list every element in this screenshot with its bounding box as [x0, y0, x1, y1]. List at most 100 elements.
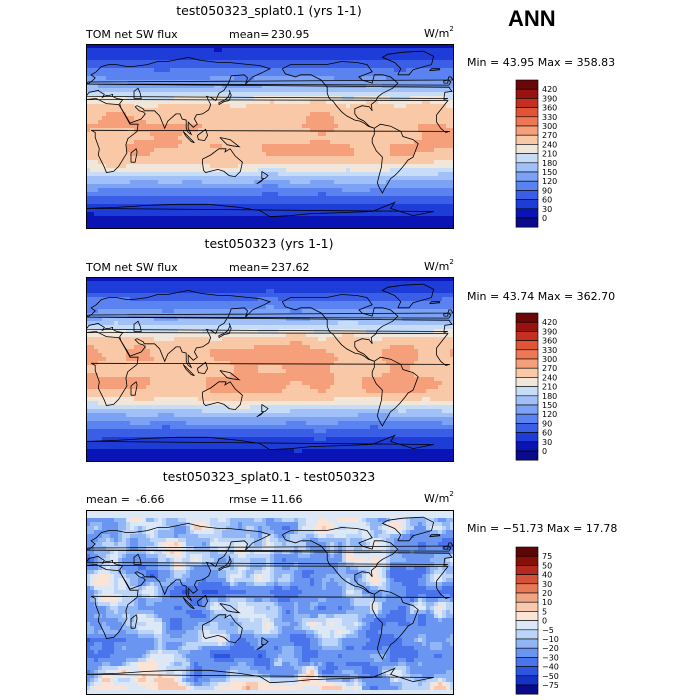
- field-cell: [314, 168, 319, 173]
- field-cell: [422, 176, 427, 181]
- field-cell: [346, 88, 351, 93]
- field-cell: [294, 88, 299, 93]
- field-cell: [282, 148, 287, 153]
- field-cell: [278, 80, 283, 85]
- field-cell: [230, 120, 235, 125]
- field-cell: [114, 60, 119, 65]
- field-cell: [450, 136, 454, 141]
- field-cell: [302, 48, 307, 53]
- field-cell: [286, 301, 291, 306]
- field-cell: [162, 108, 167, 113]
- field-cell: [198, 68, 203, 73]
- field-cell: [190, 281, 195, 286]
- field-cell: [266, 128, 271, 133]
- field-cell: [94, 192, 99, 197]
- field-cell: [438, 204, 443, 209]
- field-cell: [198, 104, 203, 109]
- field-cell: [158, 92, 163, 97]
- field-cell: [318, 124, 323, 129]
- field-cell: [434, 136, 439, 141]
- field-cell: [310, 196, 315, 201]
- field-cell: [122, 108, 127, 113]
- field-cell: [242, 220, 247, 225]
- field-cell: [154, 144, 159, 149]
- field-cell: [118, 64, 123, 69]
- field-cell: [130, 100, 135, 105]
- field-cell: [238, 144, 243, 149]
- field-cell: [282, 224, 287, 229]
- field-cell: [194, 204, 199, 209]
- field-cell: [366, 160, 371, 165]
- field-cell: [154, 156, 159, 161]
- field-cell: [182, 277, 187, 282]
- field-cell: [178, 100, 183, 105]
- field-cell: [186, 140, 191, 145]
- field-cell: [250, 108, 255, 113]
- field-cell: [150, 285, 155, 290]
- field-cell: [422, 116, 427, 121]
- field-cell: [190, 204, 195, 209]
- field-cell: [354, 76, 359, 81]
- field-cell: [270, 184, 275, 189]
- field-cell: [402, 164, 407, 169]
- field-cell: [210, 285, 215, 290]
- field-cell: [146, 301, 151, 306]
- field-cell: [158, 160, 163, 165]
- field-cell: [450, 48, 454, 53]
- field-cell: [306, 80, 311, 85]
- field-cell: [274, 216, 279, 221]
- field-cell: [446, 132, 451, 137]
- field-cell: [266, 188, 271, 193]
- field-cell: [282, 301, 287, 306]
- field-cell: [90, 108, 95, 113]
- field-cell: [126, 168, 131, 173]
- field-cell: [218, 285, 223, 290]
- field-cell: [386, 112, 391, 117]
- field-cell: [274, 188, 279, 193]
- field-cell: [418, 88, 423, 93]
- field-cell: [190, 152, 195, 157]
- field-cell: [262, 184, 267, 189]
- field-cell: [206, 84, 211, 89]
- field-cell: [230, 104, 235, 109]
- field-cell: [386, 128, 391, 133]
- field-cell: [142, 208, 147, 213]
- field-cell: [354, 104, 359, 109]
- field-cell: [162, 136, 167, 141]
- field-cell: [290, 72, 295, 77]
- field-cell: [98, 68, 103, 73]
- field-cell: [374, 152, 379, 157]
- field-cell: [338, 112, 343, 117]
- field-cell: [138, 172, 143, 177]
- field-cell: [358, 132, 363, 137]
- field-cell: [318, 120, 323, 125]
- field-cell: [186, 64, 191, 69]
- field-cell: [182, 60, 187, 65]
- field-cell: [422, 52, 427, 57]
- field-cell: [214, 108, 219, 113]
- field-cell: [90, 132, 95, 137]
- field-cell: [258, 144, 263, 149]
- field-cell: [358, 44, 363, 49]
- field-cell: [154, 116, 159, 121]
- colorbar-label: 180: [542, 159, 557, 168]
- field-cell: [118, 160, 123, 165]
- field-cell: [326, 216, 331, 221]
- field-cell: [366, 224, 371, 229]
- field-cell: [94, 152, 99, 157]
- field-cell: [226, 289, 231, 294]
- field-cell: [402, 112, 407, 117]
- field-cell: [130, 285, 135, 290]
- field-cell: [338, 52, 343, 57]
- field-cell: [282, 297, 287, 302]
- field-cell: [174, 52, 179, 57]
- field-cell: [402, 80, 407, 85]
- field-cell: [222, 56, 227, 61]
- field-cell: [282, 180, 287, 185]
- field-cell: [162, 96, 167, 101]
- field-cell: [354, 148, 359, 153]
- field-cell: [162, 140, 167, 145]
- field-cell: [322, 281, 327, 286]
- field-cell: [166, 72, 171, 77]
- field-cell: [126, 208, 131, 213]
